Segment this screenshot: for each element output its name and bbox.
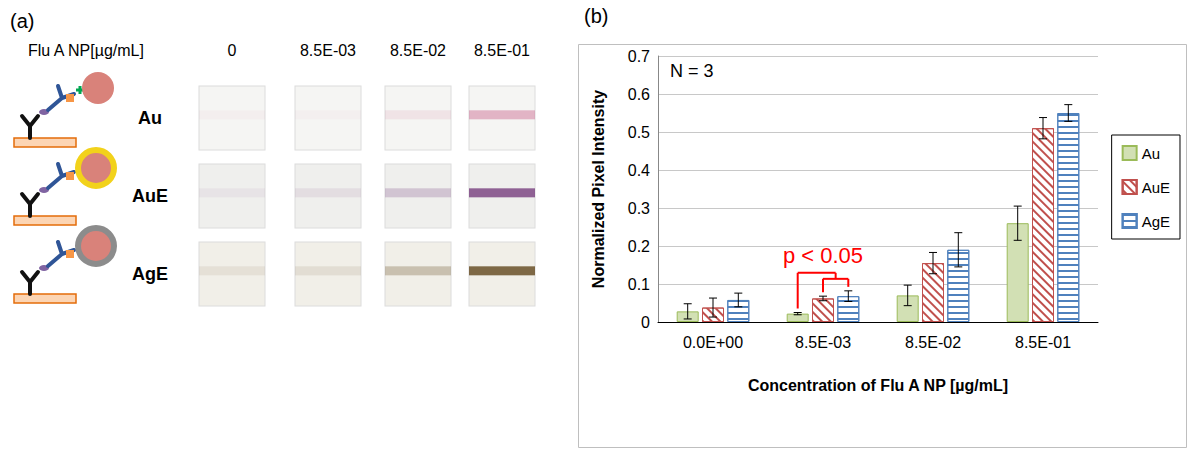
svg-text:0.4: 0.4 [628, 162, 650, 179]
svg-text:8.5E-03: 8.5E-03 [300, 42, 356, 59]
svg-text:N = 3: N = 3 [670, 61, 714, 81]
svg-text:0.2: 0.2 [628, 238, 650, 255]
svg-text:AuE: AuE [1142, 179, 1170, 196]
svg-text:0.3: 0.3 [628, 200, 650, 217]
svg-text:0: 0 [228, 42, 237, 59]
svg-text:AuE: AuE [132, 186, 168, 206]
svg-text:0: 0 [641, 314, 650, 331]
svg-text:AgE: AgE [132, 264, 168, 284]
svg-text:0.7: 0.7 [628, 48, 650, 65]
svg-text:AgE: AgE [1142, 213, 1170, 230]
svg-text:Concentration of Flu A NP [µg/: Concentration of Flu A NP [µg/mL] [748, 377, 1008, 394]
svg-text:8.5E-02: 8.5E-02 [905, 334, 961, 351]
svg-text:(b): (b) [584, 5, 608, 27]
svg-text:8.5E-01: 8.5E-01 [1015, 334, 1071, 351]
svg-text:8.5E-01: 8.5E-01 [474, 42, 530, 59]
svg-text:Au: Au [1142, 145, 1160, 162]
svg-text:p < 0.05: p < 0.05 [783, 243, 863, 268]
svg-text:Au: Au [138, 108, 162, 128]
svg-text:8.5E-03: 8.5E-03 [795, 334, 851, 351]
svg-text:8.5E-02: 8.5E-02 [390, 42, 446, 59]
svg-text:0.1: 0.1 [628, 276, 650, 293]
svg-text:Normalized Pixel Intensity: Normalized Pixel Intensity [590, 90, 607, 288]
svg-text:Flu A NP[µg/mL]: Flu A NP[µg/mL] [28, 42, 144, 59]
svg-text:0.6: 0.6 [628, 86, 650, 103]
svg-text:0.5: 0.5 [628, 124, 650, 141]
svg-text:(a): (a) [10, 10, 34, 32]
svg-text:0.0E+00: 0.0E+00 [683, 334, 743, 351]
